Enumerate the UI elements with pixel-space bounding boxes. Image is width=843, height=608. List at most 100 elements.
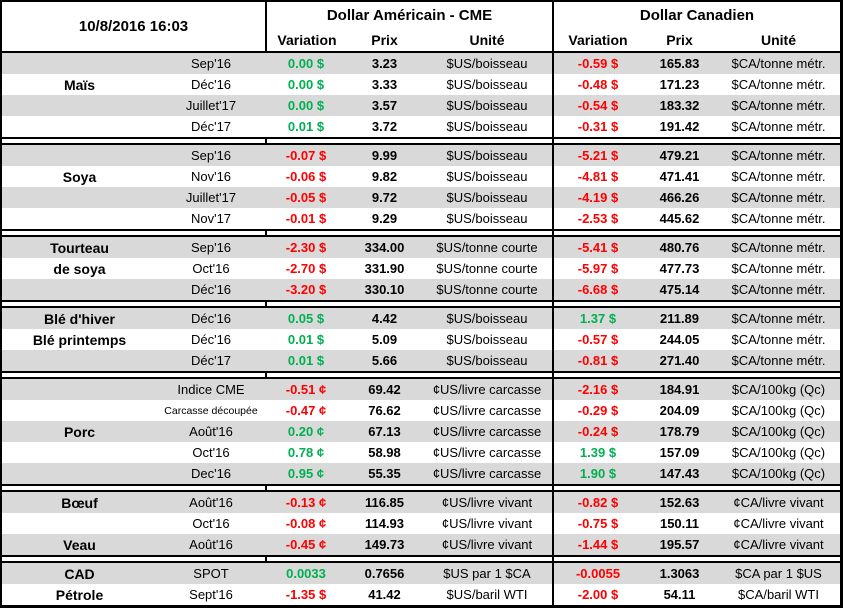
commodity-name: Maïs <box>63 76 96 93</box>
commodity-name <box>2 53 157 74</box>
us-price-value: 5.66 <box>371 353 398 368</box>
us-price-value: 331.90 <box>364 261 405 276</box>
ca-unit-label: $CA/100kg (Qc) <box>731 445 826 460</box>
us-variation-value: -0.08 ¢ <box>285 516 327 531</box>
ca-price-value: 184.91 <box>659 382 700 397</box>
contract-label: Déc'16 <box>190 282 232 297</box>
commodity-name: Bœuf <box>61 494 98 511</box>
us-unit-label: ¢US/livre carcasse <box>432 382 542 397</box>
ca-unit-label: $CA/tonne métr. <box>731 353 826 368</box>
us-price-value: 9.99 <box>371 148 398 163</box>
ca-price-value: 480.76 <box>659 240 700 255</box>
ca-variation-value: -2.16 $ <box>552 379 642 400</box>
ca-unit-label: $CA/100kg (Qc) <box>731 403 826 418</box>
table-row: Juillet'17 -0.05 $ 9.72 $US/boisseau -4.19 $… <box>2 187 840 208</box>
commodity-name: Blé d'hiver <box>43 310 116 327</box>
us-variation-value: 0.00 $ <box>287 56 325 71</box>
table-row: CAD SPOT 0.0033 0.7656 $US par 1 $CA -0.0055 1… <box>2 563 840 584</box>
commodity-name: Blé printemps <box>32 331 127 348</box>
us-unit-label: $US/boisseau <box>446 353 528 368</box>
us-variation-value: -0.06 $ <box>285 169 327 184</box>
table-row: Porc Août'16 0.20 ¢ 67.13 ¢US/livre carcasse… <box>2 421 840 442</box>
table-row: Déc'17 0.01 $ 5.66 $US/boisseau -0.81 $ 271.4… <box>2 350 840 371</box>
ca-variation-value: 1.39 $ <box>552 442 642 463</box>
us-price-value: 330.10 <box>364 282 405 297</box>
ca-variation-value: -6.68 $ <box>552 279 642 300</box>
ca-variation-value: -0.24 $ <box>552 421 642 442</box>
us-price-value: 5.09 <box>371 332 398 347</box>
ca-unit-label: $CA/tonne métr. <box>731 261 826 276</box>
ca-variation-value: 1.37 $ <box>552 308 642 329</box>
us-variation-value: 0.05 $ <box>287 311 325 326</box>
us-variation-value: -1.35 $ <box>285 587 327 602</box>
us-unit-label: $US/boisseau <box>446 190 528 205</box>
us-unit-label: $US/boisseau <box>446 211 528 226</box>
contract-label: Sep'16 <box>190 240 232 255</box>
contract-label: Déc'17 <box>190 353 232 368</box>
table-row: Carcasse découpée -0.47 ¢ 76.62 ¢US/livre c… <box>2 400 840 421</box>
contract-label: SPOT <box>193 566 229 581</box>
table-row: Maïs Déc'16 0.00 $ 3.33 $US/boisseau -0.48 $ 1… <box>2 74 840 95</box>
contract-label: Indice CME <box>177 382 245 397</box>
us-variation-value: -0.01 $ <box>285 211 327 226</box>
ca-price-value: 165.83 <box>659 56 700 71</box>
us-price-value: 114.93 <box>364 516 405 531</box>
ca-price-value: 1.3063 <box>659 566 700 581</box>
ca-unit-label: $CA/tonne métr. <box>731 119 826 134</box>
table-row: Oct'16 0.78 ¢ 58.98 ¢US/livre carcasse 1.39 … <box>2 442 840 463</box>
us-price-value: 76.62 <box>368 403 401 418</box>
us-variation-value: -0.47 ¢ <box>285 403 327 418</box>
commodity-name <box>2 513 157 534</box>
ca-unit-label: ¢CA/livre vivant <box>733 516 824 531</box>
us-variation-value: 0.95 ¢ <box>287 466 325 481</box>
ca-price-value: 150.11 <box>659 516 700 531</box>
us-price-value: 334.00 <box>364 240 405 255</box>
commodity-name: de soya <box>53 260 106 277</box>
us-unit-label: ¢US/livre carcasse <box>432 445 542 460</box>
table-row: Indice CME -0.51 ¢ 69.42 ¢US/livre carcasse… <box>2 379 840 400</box>
ca-price-value: 195.57 <box>659 537 700 552</box>
ca-price-value: 211.89 <box>659 311 700 326</box>
us-unit-label: $US/boisseau <box>446 311 528 326</box>
group-separator <box>2 484 840 492</box>
ca-unit-label: $CA/tonne métr. <box>731 148 826 163</box>
us-price-value: 3.57 <box>371 98 398 113</box>
us-price-value: 9.82 <box>371 169 398 184</box>
us-unit-label: $US/baril WTI <box>446 587 528 602</box>
commodity-name: Pétrole <box>55 586 104 603</box>
us-unit-label: $US/boisseau <box>446 98 528 113</box>
contract-label: Nov'16 <box>190 169 232 184</box>
group-separator <box>2 300 840 308</box>
ca-unit-label: $CA/tonne métr. <box>731 190 826 205</box>
us-variation-value: -2.70 $ <box>285 261 327 276</box>
contract-label: Août'16 <box>189 424 233 439</box>
us-unit-label: $US/boisseau <box>446 332 528 347</box>
commodity-name <box>2 400 157 421</box>
ca-variation-value: -0.75 $ <box>552 513 642 534</box>
ca-variation-value: -0.59 $ <box>552 53 642 74</box>
ca-price-value: 479.21 <box>659 148 700 163</box>
contract-label: Août'16 <box>189 495 233 510</box>
contract-label: Oct'16 <box>192 445 230 460</box>
contract-label: Carcasse découpée <box>164 404 258 417</box>
ca-price-value: 191.42 <box>659 119 700 134</box>
us-price-value: 9.72 <box>371 190 398 205</box>
ca-variation-value: -0.31 $ <box>552 116 642 137</box>
ca-unit-label: $CA/100kg (Qc) <box>731 382 826 397</box>
contract-label: Oct'16 <box>192 261 230 276</box>
us-variation-value: -0.05 $ <box>285 190 327 205</box>
ca-variation-value: -0.48 $ <box>552 74 642 95</box>
us-unit-label: $US/tonne courte <box>436 240 538 255</box>
ca-unit-label: $CA/tonne métr. <box>731 332 826 347</box>
ca-unit-label: ¢CA/livre vivant <box>733 537 824 552</box>
commodity-name: Tourteau <box>50 239 109 256</box>
ca-unit-label: $CA/tonne métr. <box>731 77 826 92</box>
us-variation-value: 0.20 ¢ <box>287 424 325 439</box>
contract-label: Déc'16 <box>190 332 232 347</box>
ca-price-value: 445.62 <box>659 211 700 226</box>
us-variation-value: 0.01 $ <box>287 119 325 134</box>
us-prix-header: Prix <box>371 32 398 48</box>
commodity-name <box>2 463 157 484</box>
table-body: Sep'16 0.00 $ 3.23 $US/boisseau -0.59 $ 165.8… <box>2 53 840 605</box>
